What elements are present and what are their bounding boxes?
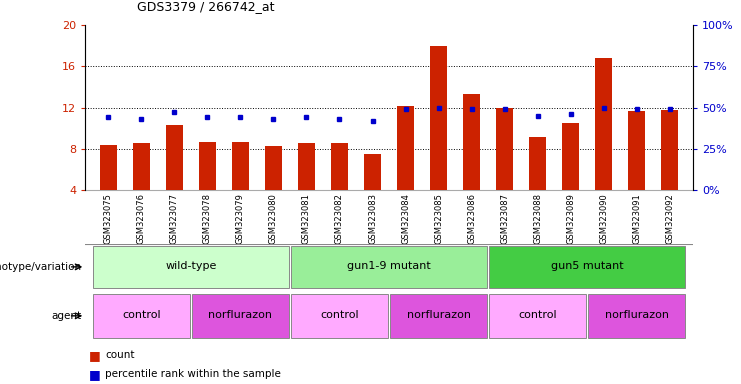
Bar: [192, 294, 289, 338]
Bar: [331, 142, 348, 190]
Text: norflurazon: norflurazon: [605, 310, 668, 320]
Text: count: count: [105, 350, 135, 360]
Text: control: control: [122, 310, 161, 320]
Text: gun5 mutant: gun5 mutant: [551, 261, 623, 271]
Text: genotype/variation: genotype/variation: [0, 262, 82, 272]
Text: gun1-9 mutant: gun1-9 mutant: [347, 261, 431, 271]
Bar: [265, 146, 282, 190]
Bar: [628, 111, 645, 190]
Text: GDS3379 / 266742_at: GDS3379 / 266742_at: [137, 0, 275, 13]
Bar: [166, 125, 182, 190]
Bar: [100, 145, 116, 190]
Text: ■: ■: [89, 349, 101, 362]
Text: wild-type: wild-type: [165, 261, 216, 271]
Bar: [489, 246, 685, 288]
Bar: [291, 294, 388, 338]
Text: ■: ■: [89, 368, 101, 381]
Bar: [298, 142, 315, 190]
Bar: [529, 137, 546, 190]
Text: control: control: [518, 310, 557, 320]
Bar: [232, 142, 249, 190]
Bar: [588, 294, 685, 338]
Bar: [431, 46, 447, 190]
Bar: [489, 294, 586, 338]
Bar: [397, 106, 413, 190]
Bar: [199, 142, 216, 190]
Bar: [93, 246, 289, 288]
Text: agent: agent: [51, 311, 82, 321]
Bar: [391, 294, 487, 338]
Bar: [463, 94, 480, 190]
Text: percentile rank within the sample: percentile rank within the sample: [105, 369, 281, 379]
Bar: [596, 58, 612, 190]
Bar: [93, 294, 190, 338]
Text: norflurazon: norflurazon: [208, 310, 273, 320]
Bar: [662, 109, 678, 190]
Text: control: control: [320, 310, 359, 320]
Bar: [562, 123, 579, 190]
Bar: [133, 142, 150, 190]
Bar: [496, 108, 513, 190]
Text: norflurazon: norflurazon: [407, 310, 471, 320]
Bar: [365, 154, 381, 190]
Bar: [291, 246, 487, 288]
